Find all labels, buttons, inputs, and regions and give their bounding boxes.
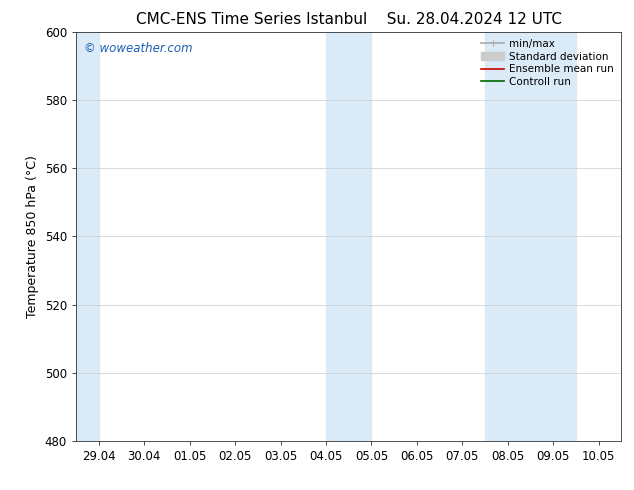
Bar — [485, 32, 576, 441]
Y-axis label: Temperature 850 hPa (°C): Temperature 850 hPa (°C) — [26, 155, 39, 318]
Bar — [76, 32, 99, 441]
Legend: min/max, Standard deviation, Ensemble mean run, Controll run: min/max, Standard deviation, Ensemble me… — [479, 37, 616, 89]
Text: © woweather.com: © woweather.com — [84, 42, 193, 55]
Title: CMC-ENS Time Series Istanbul    Su. 28.04.2024 12 UTC: CMC-ENS Time Series Istanbul Su. 28.04.2… — [136, 12, 562, 26]
Bar — [326, 32, 372, 441]
